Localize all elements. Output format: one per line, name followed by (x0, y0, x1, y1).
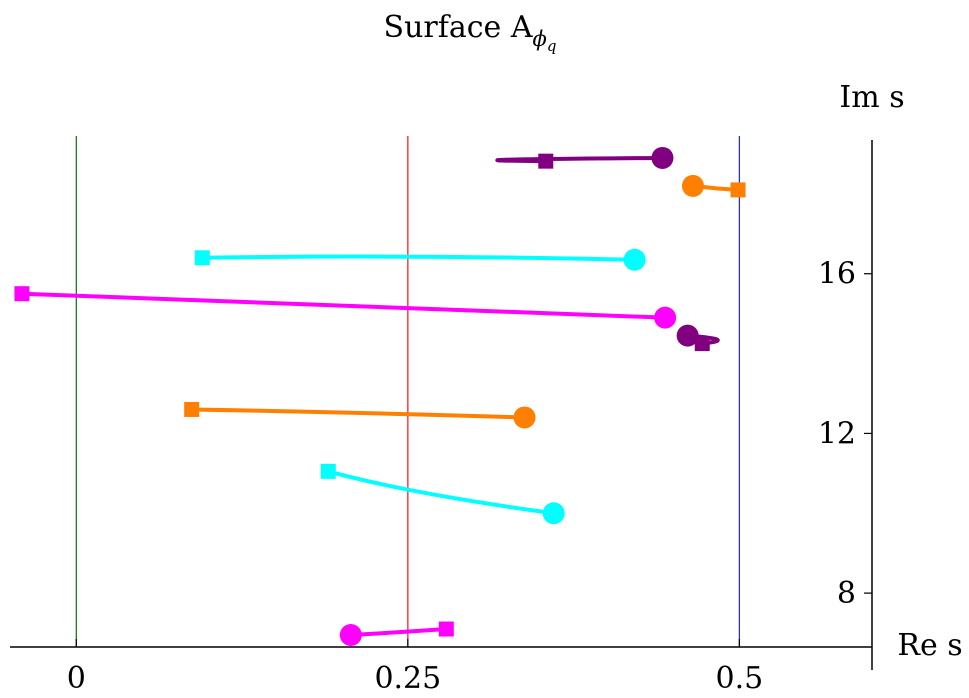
series-5-end-marker (623, 248, 646, 271)
series-4-start-marker (694, 336, 710, 352)
series-2-end-marker (513, 406, 536, 429)
chart-title-subscript: ϕ (533, 27, 547, 51)
series-7-start-marker (538, 153, 554, 169)
series-layer (14, 146, 746, 647)
chart-title: Surface Aϕq (384, 10, 557, 55)
y-tick-label-0: 8 (837, 576, 856, 611)
series-7-end-marker (651, 146, 674, 169)
y-ticks: 8 12 16 (818, 257, 872, 611)
series-4 (676, 324, 720, 352)
x-ticks: 0 0.25 0.5 (67, 639, 763, 696)
series-5-line (200, 254, 637, 262)
series-0 (339, 621, 454, 647)
series-6-start-marker (730, 182, 746, 198)
series-5-start-marker (194, 250, 210, 266)
x-tick-label-2: 0.5 (716, 661, 764, 696)
series-4-end-marker (676, 324, 699, 347)
chart-title-main: Surface A (384, 10, 533, 45)
chart-title-subsubscript: q (547, 37, 557, 55)
series-6-end-marker (681, 174, 704, 197)
series-1 (320, 463, 565, 525)
y-axis-label: Im s (839, 80, 904, 115)
x-tick-label-1: 0.25 (374, 661, 441, 696)
series-7-line (495, 155, 665, 164)
series-0-start-marker (438, 621, 454, 637)
series-3 (14, 286, 677, 329)
series-7 (495, 146, 674, 169)
series-3-start-marker (14, 286, 30, 302)
series-2-start-marker (184, 401, 200, 417)
series-1-end-marker (542, 502, 565, 525)
series-6 (681, 174, 746, 198)
series-3-end-marker (654, 306, 677, 329)
series-0-end-marker (339, 624, 362, 647)
series-5 (194, 248, 646, 271)
y-tick-label-2: 16 (818, 257, 856, 292)
series-2-line (189, 407, 527, 420)
reference-lines (75, 136, 741, 647)
x-axis-label: Re s (897, 628, 962, 663)
series-1-line (326, 469, 556, 516)
x-tick-label-0: 0 (67, 661, 86, 696)
series-1-start-marker (320, 463, 336, 479)
series-0-line (348, 627, 449, 638)
series-2 (184, 401, 536, 429)
series-3-line (19, 291, 668, 320)
y-tick-label-1: 12 (818, 416, 856, 451)
